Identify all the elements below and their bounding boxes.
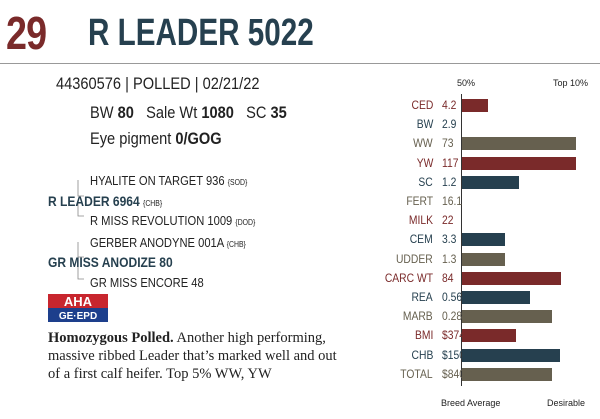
chart-footer-left: Breed Average [441, 398, 501, 408]
eye-pigment-value: 0/GOG [175, 129, 222, 148]
epd-bar-cem [462, 233, 506, 247]
title-divider [0, 63, 600, 64]
pedigree-tag: {DOD} [235, 218, 256, 227]
epd-value-ww: 73 [442, 136, 454, 151]
epd-bar-marb [462, 310, 553, 324]
chart-header-top10: Top 10% [553, 78, 589, 88]
stats-line: BW 80 Sale Wt 1080 SC 35 [90, 103, 287, 123]
description: Homozygous Polled. Another high performi… [48, 329, 348, 383]
bw-value: 80 [117, 103, 134, 122]
sale-weight-value: 1080 [201, 103, 234, 122]
pedigree-sire: R LEADER 6964 {CHB} [48, 193, 162, 209]
pedigree-name: HYALITE ON TARGET 936 [90, 173, 225, 188]
pedigree-sire-sire: HYALITE ON TARGET 936 {SOD} [90, 173, 247, 188]
chart-axis-left [461, 94, 462, 386]
epd-value-chb: $150 [442, 347, 465, 362]
epd-label-ced: CED [411, 98, 433, 112]
pedigree-tag: {CHB} [226, 240, 246, 249]
pedigree-dam-dam: GR MISS ENCORE 48 [90, 275, 204, 290]
epd-label-yw: YW [416, 155, 433, 170]
epd-label-rea: REA [411, 290, 433, 304]
epd-value-udder: 1.3 [442, 251, 457, 266]
epd-label-milk: MILK [408, 213, 433, 228]
epd-value-rea: 0.56 [442, 290, 463, 304]
epd-label-total: TOTAL [400, 366, 433, 381]
pedigree-dam-sire: GERBER ANODYNE 001A {CHB} [90, 235, 246, 250]
epd-value-cem: 3.3 [442, 232, 457, 247]
pedigree-name: R MISS REVOLUTION 1009 [90, 213, 233, 228]
epd-label-ww: WW [413, 136, 433, 151]
chart-footer-right: Desirable [547, 398, 586, 408]
epd-bar-ced [462, 99, 489, 112]
epd-value-fert: 16.1 [442, 194, 463, 208]
pedigree-sire-dam: R MISS REVOLUTION 1009 {DOD} [90, 213, 255, 228]
logo-top-text: AHA [64, 294, 93, 309]
epd-value-yw: 117 [442, 155, 459, 170]
pedigree-name: GERBER ANODYNE 001A [90, 235, 224, 250]
epd-label-carc-wt: CARC WT [384, 270, 433, 285]
epd-bar-yw [462, 156, 576, 170]
epd-bar-total [462, 367, 553, 381]
chart-header-50: 50% [457, 78, 476, 88]
registration-line: 44360576 | POLLED | 02/21/22 [56, 74, 260, 93]
pedigree-dam: GR MISS ANODIZE 80 [48, 254, 173, 270]
epd-chart: 50% Top 10% CED 4.2 BW 2.9 WW 73 YW 117 SC 1.2 FER… [385, 78, 595, 408]
logo-bottom-text: GE·EPD [59, 311, 97, 322]
bw-label: BW [90, 103, 114, 122]
epd-label-bmi: BMI [414, 328, 433, 343]
lot-number: 29 [6, 7, 47, 59]
epd-value-bw: 2.9 [442, 117, 457, 132]
epd-bar-carc-wt [462, 271, 562, 285]
epd-value-carc-wt: 84 [442, 270, 454, 285]
eye-pigment-line: Eye pigment 0/GOG [90, 129, 222, 149]
epd-value-marb: 0.28 [442, 309, 463, 324]
eye-pigment-label: Eye pigment [90, 129, 172, 148]
epd-label-udder: UDDER [396, 251, 433, 266]
epd-label-chb: CHB [411, 347, 433, 362]
epd-bar-bmi [462, 329, 516, 343]
epd-value-total: $840 [442, 366, 465, 381]
epd-bar-udder [462, 252, 506, 266]
epd-label-marb: MARB [403, 309, 433, 324]
pedigree-tag: {CHB} [143, 199, 163, 208]
epd-value-sc: 1.2 [442, 174, 457, 189]
epd-label-fert: FERT [406, 194, 433, 208]
epd-label-sc: SC [418, 174, 433, 189]
epd-value-ced: 4.2 [442, 98, 457, 112]
epd-value-milk: 22 [442, 213, 454, 228]
epd-bar-sc [462, 175, 519, 189]
epd-label-cem: CEM [410, 232, 433, 247]
sale-weight-label: Sale Wt [146, 103, 198, 122]
epd-bar-chb [462, 348, 561, 362]
sc-value: 35 [270, 103, 287, 122]
epd-label-bw: BW [416, 117, 433, 132]
epd-value-bmi: $374 [442, 328, 465, 343]
lot-name: R LEADER 5022 [88, 12, 314, 54]
pedigree-name: R LEADER 6964 [48, 193, 140, 209]
epd-bar-rea [462, 291, 531, 304]
epd-bar-ww [462, 137, 576, 151]
aha-ge-epd-logo: AHA GE·EPD [48, 294, 108, 322]
sc-label: SC [246, 103, 267, 122]
pedigree-name: GR MISS ENCORE 48 [90, 275, 204, 290]
description-lead: Homozygous Polled. [48, 330, 174, 346]
pedigree-tag: {SOD} [227, 178, 248, 187]
pedigree-name: GR MISS ANODIZE 80 [48, 254, 173, 270]
description-text: Another high performing, massive ribbed … [48, 330, 337, 382]
